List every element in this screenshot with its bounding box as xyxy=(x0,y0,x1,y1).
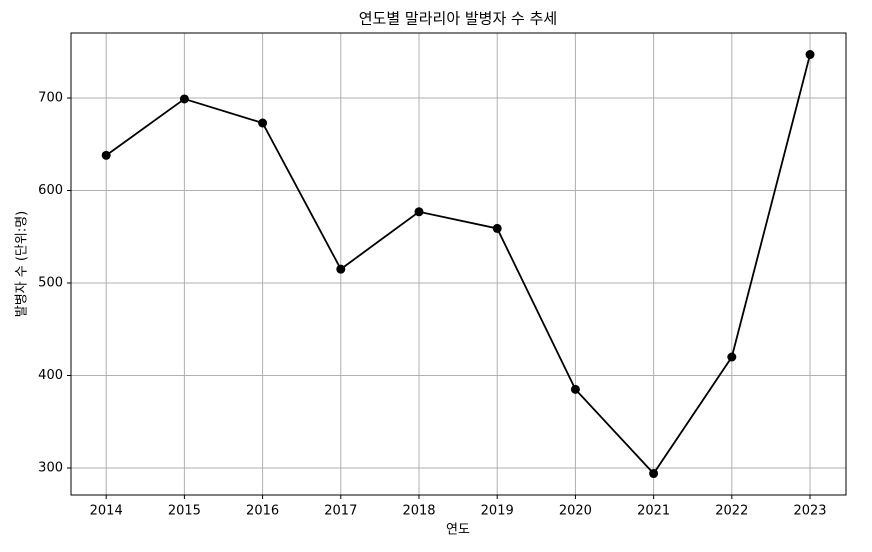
x-tick-label: 2016 xyxy=(246,504,279,519)
marker xyxy=(492,223,502,233)
marker xyxy=(805,50,815,60)
x-tick-label: 2017 xyxy=(324,504,357,519)
x-tick-label: 2019 xyxy=(481,504,514,519)
x-tick-label: 2020 xyxy=(559,504,592,519)
x-axis-label: 연도 xyxy=(446,523,470,538)
marker xyxy=(649,469,659,479)
marker xyxy=(336,264,346,274)
y-tick-label: 400 xyxy=(38,368,63,383)
y-tick-label: 300 xyxy=(38,460,63,475)
chart-title: 연도별 말라리아 발병자 수 추세 xyxy=(359,10,557,28)
marker xyxy=(179,94,189,104)
y-axis-label: 발병자 수 (단위:명) xyxy=(15,211,30,318)
x-tick-label: 2021 xyxy=(637,504,670,519)
x-tick-label: 2014 xyxy=(90,504,123,519)
x-tick-label: 2022 xyxy=(715,504,748,519)
marker xyxy=(727,352,737,362)
x-tick-label: 2018 xyxy=(402,504,435,519)
marker xyxy=(414,207,424,217)
marker xyxy=(258,118,268,128)
marker xyxy=(570,384,580,394)
x-tick-label: 2023 xyxy=(793,504,826,519)
x-tick-label: 2015 xyxy=(168,504,201,519)
y-tick-label: 600 xyxy=(38,183,63,198)
y-tick-label: 700 xyxy=(38,91,63,106)
line xyxy=(105,54,811,475)
plot-frame xyxy=(70,32,847,496)
marker xyxy=(101,150,111,160)
y-tick-label: 500 xyxy=(38,276,63,291)
